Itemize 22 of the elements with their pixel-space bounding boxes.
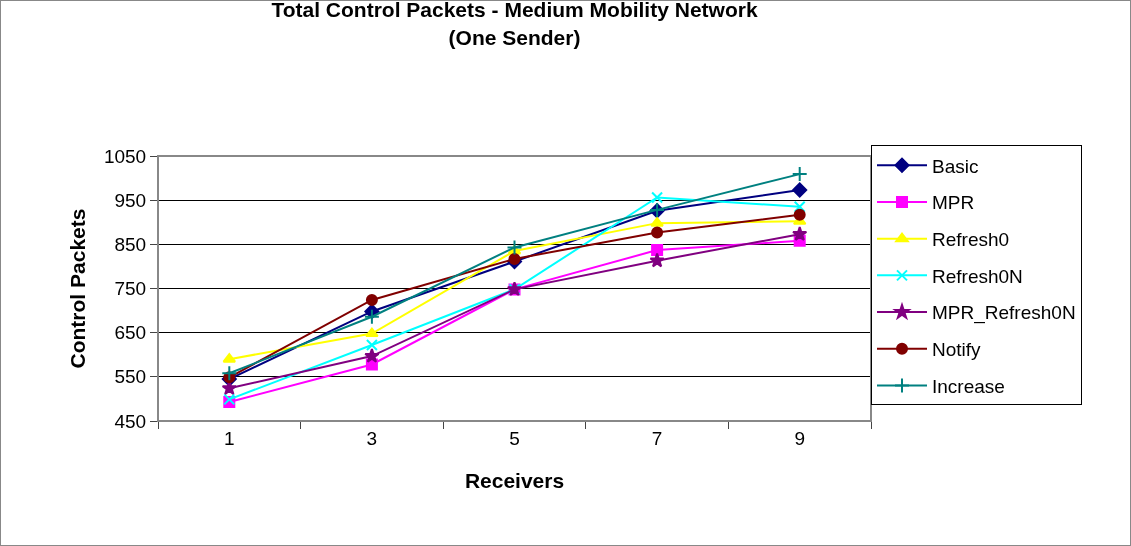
x-axis-title: Receivers	[464, 469, 565, 492]
legend-label: MPR_Refresh0N	[932, 302, 1076, 325]
chart-title: Total Control Packets - Medium Mobility Network (One Sender)	[271, 0, 758, 49]
x-tick-label: 7	[651, 427, 663, 449]
legend-label: Refresh0N	[932, 265, 1023, 287]
x-tick-label: 5	[509, 427, 520, 449]
legend-label: Notify	[932, 339, 982, 361]
legend-label: Basic	[932, 155, 979, 177]
legend-label: Increase	[932, 375, 1005, 397]
y-tick-label: 750	[114, 278, 147, 300]
x-tick-label: 9	[794, 427, 805, 449]
y-tick-label: 650	[114, 322, 147, 344]
y-tick-label: 450	[114, 410, 147, 432]
legend-label: MPR	[932, 192, 975, 214]
y-axis-title: Control Packets	[66, 208, 90, 369]
y-tick-label: 850	[114, 233, 147, 255]
y-tick-label: 950	[114, 189, 147, 211]
y-tick-label: 550	[114, 366, 147, 388]
y-tick-label: 1050	[103, 145, 147, 167]
x-tick-label: 1	[224, 427, 235, 449]
x-tick-label: 3	[366, 427, 378, 449]
legend-label: Refresh0	[932, 229, 1010, 251]
